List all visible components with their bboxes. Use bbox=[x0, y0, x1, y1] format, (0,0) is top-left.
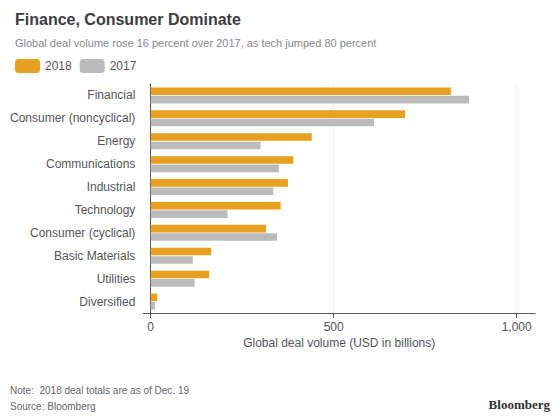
svg-text:Utilities: Utilities bbox=[97, 272, 136, 286]
svg-text:2017: 2017 bbox=[110, 59, 137, 73]
svg-text:Note: 2018 deal totals are as: Note: 2018 deal totals are as of Dec. 19 bbox=[10, 385, 189, 396]
svg-text:Global deal volume (USD in bil: Global deal volume (USD in billions) bbox=[243, 336, 435, 350]
svg-text:Consumer (cyclical): Consumer (cyclical) bbox=[30, 226, 135, 240]
svg-text:Technology: Technology bbox=[75, 203, 136, 217]
svg-text:Industrial: Industrial bbox=[87, 180, 136, 194]
svg-text:Global deal volume rose 16 per: Global deal volume rose 16 percent over … bbox=[15, 37, 376, 49]
svg-text:Finance, Consumer Dominate: Finance, Consumer Dominate bbox=[15, 11, 241, 28]
svg-text:Bloomberg: Bloomberg bbox=[489, 397, 551, 412]
svg-text:Energy: Energy bbox=[97, 134, 135, 148]
svg-text:0: 0 bbox=[147, 320, 154, 334]
svg-text:1,000: 1,000 bbox=[502, 320, 532, 334]
svg-text:Financial: Financial bbox=[87, 88, 135, 102]
svg-text:Communications: Communications bbox=[46, 157, 135, 171]
svg-text:500: 500 bbox=[324, 320, 344, 334]
svg-text:Source: Bloomberg: Source: Bloomberg bbox=[10, 401, 96, 412]
svg-text:Diversified: Diversified bbox=[79, 295, 135, 309]
svg-text:Consumer (noncyclical): Consumer (noncyclical) bbox=[10, 111, 135, 125]
svg-text:2018: 2018 bbox=[45, 59, 72, 73]
svg-text:Basic Materials: Basic Materials bbox=[54, 249, 135, 263]
